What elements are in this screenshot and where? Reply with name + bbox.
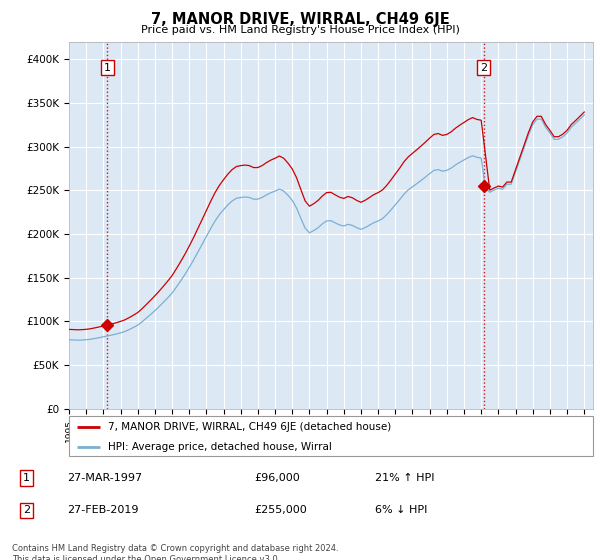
Text: 7, MANOR DRIVE, WIRRAL, CH49 6JE: 7, MANOR DRIVE, WIRRAL, CH49 6JE (151, 12, 449, 27)
Text: 1: 1 (23, 473, 30, 483)
Text: £96,000: £96,000 (254, 473, 299, 483)
Text: HPI: Average price, detached house, Wirral: HPI: Average price, detached house, Wirr… (108, 442, 332, 452)
Text: 2: 2 (23, 505, 30, 515)
Text: Price paid vs. HM Land Registry's House Price Index (HPI): Price paid vs. HM Land Registry's House … (140, 25, 460, 35)
Text: 2: 2 (480, 63, 487, 73)
Text: 7, MANOR DRIVE, WIRRAL, CH49 6JE (detached house): 7, MANOR DRIVE, WIRRAL, CH49 6JE (detach… (108, 422, 392, 432)
Text: 27-MAR-1997: 27-MAR-1997 (67, 473, 142, 483)
Text: Contains HM Land Registry data © Crown copyright and database right 2024.
This d: Contains HM Land Registry data © Crown c… (12, 544, 338, 560)
Text: 1: 1 (104, 63, 111, 73)
Text: 6% ↓ HPI: 6% ↓ HPI (375, 505, 427, 515)
Text: 21% ↑ HPI: 21% ↑ HPI (375, 473, 434, 483)
Text: 27-FEB-2019: 27-FEB-2019 (67, 505, 138, 515)
Text: £255,000: £255,000 (254, 505, 307, 515)
